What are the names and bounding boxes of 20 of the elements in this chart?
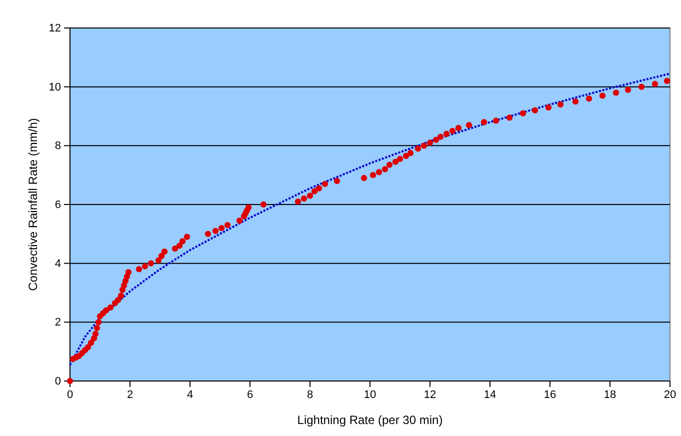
x-tick-label: 0	[66, 388, 74, 401]
y-tick-label: 8	[54, 140, 61, 152]
y-tick-label: 12	[48, 22, 61, 35]
x-tick-label: 8	[306, 388, 314, 401]
x-tick-label: 18	[604, 388, 616, 401]
x-tick-label: 12	[424, 388, 436, 401]
y-tick-label: 0	[54, 376, 61, 388]
x-tick-label: 20	[664, 388, 676, 401]
y-tick-label: 6	[54, 199, 61, 212]
x-tick-label: 4	[186, 388, 194, 401]
y-tick-label: 10	[48, 81, 61, 94]
x-tick-label: 6	[246, 388, 254, 401]
x-tick-label: 14	[484, 388, 496, 401]
x-tick-label: 2	[126, 388, 134, 401]
x-tick-label: 16	[544, 388, 556, 401]
y-tick-label: 4	[54, 258, 61, 270]
x-tick-label: 10	[364, 388, 376, 401]
x-axis-title: Lightning Rate (per 30 min)	[297, 413, 443, 427]
y-axis-title: Convective Rainfall Rate (mm/h)	[26, 118, 40, 291]
y-tick-label: 2	[54, 316, 61, 329]
